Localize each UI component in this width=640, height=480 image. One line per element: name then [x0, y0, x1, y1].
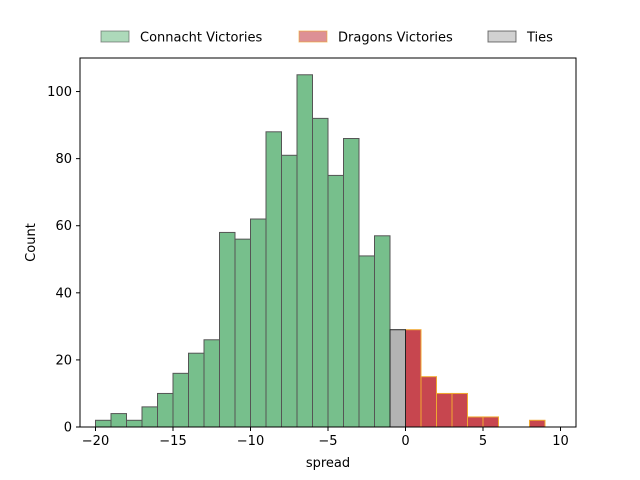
bar-dragons-victories-6: [529, 419, 546, 428]
y-tick-label: 40: [55, 286, 72, 301]
y-tick-label: 60: [55, 219, 72, 234]
bar-dragons-victories-0: [405, 329, 422, 428]
bar-ties-0: [389, 329, 406, 428]
bar-connacht-victories-6: [188, 352, 205, 428]
bar-connacht-victories-14: [312, 117, 329, 428]
x-tick-label: −5: [318, 434, 337, 449]
bar-dragons-victories-4: [467, 416, 484, 428]
x-tick-label: 5: [479, 434, 487, 449]
bar-dragons-victories-1: [420, 376, 437, 428]
y-axis-ticks: 0 20 40 60 80 100: [47, 85, 80, 436]
bar-connacht-victories-13: [296, 74, 313, 428]
bar-connacht-victories-4: [157, 392, 174, 428]
x-tick-label: 0: [401, 434, 409, 449]
y-axis-label: Count: [24, 223, 39, 262]
bar-connacht-victories-12: [281, 154, 298, 428]
legend-swatch-ties: [487, 30, 517, 43]
bar-dragons-victories-2: [436, 392, 453, 428]
bar-connacht-victories-11: [265, 131, 282, 428]
x-tick-label: −15: [159, 434, 186, 449]
bar-connacht-victories-16: [343, 138, 360, 428]
legend-swatch-dragons-victories: [298, 30, 328, 43]
bar-connacht-victories-3: [141, 406, 158, 428]
bar-dragons-victories-3: [451, 392, 468, 428]
bar-connacht-victories-7: [203, 339, 220, 428]
bar-connacht-victories-8: [219, 231, 236, 428]
bar-connacht-victories-10: [250, 218, 267, 428]
x-axis-label: spread: [306, 456, 350, 471]
bar-connacht-victories-1: [110, 413, 127, 428]
legend-label-connacht-victories: Connacht Victories: [140, 31, 262, 46]
bar-connacht-victories-18: [374, 235, 391, 428]
x-axis-ticks: −20 −15 −10 −5 0 5 10: [82, 427, 569, 449]
y-tick-label: 20: [55, 353, 72, 368]
bar-dragons-victories-5: [482, 416, 499, 428]
bar-connacht-victories-15: [327, 174, 344, 428]
bar-connacht-victories-9: [234, 238, 251, 428]
legend: Connacht Victories Dragons Victories Ties: [100, 30, 553, 46]
bar-connacht-victories-17: [358, 255, 375, 428]
legend-label-ties: Ties: [526, 31, 553, 46]
y-tick-label: 100: [47, 85, 72, 100]
x-tick-label: 10: [552, 434, 569, 449]
x-tick-label: −10: [237, 434, 264, 449]
y-tick-label: 80: [55, 152, 72, 167]
y-tick-label: 0: [64, 421, 72, 436]
bar-connacht-victories-5: [172, 372, 189, 428]
bars-layer: [95, 74, 546, 428]
legend-label-dragons-victories: Dragons Victories: [338, 31, 453, 46]
bar-connacht-victories-2: [126, 419, 143, 428]
x-tick-label: −20: [82, 434, 109, 449]
legend-swatch-connacht-victories: [100, 30, 130, 43]
bar-connacht-victories-0: [95, 419, 112, 428]
